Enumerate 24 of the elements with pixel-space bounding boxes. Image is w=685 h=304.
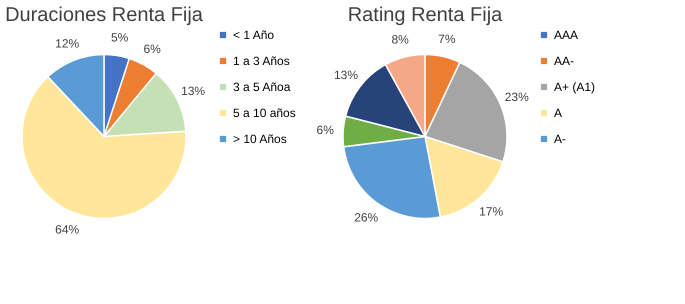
legend-label: AA- <box>554 54 574 68</box>
data-label: 17% <box>479 204 504 219</box>
legend-label: A+ (A1) <box>554 80 596 94</box>
data-label: 13% <box>334 68 358 82</box>
data-label: 13% <box>181 84 206 98</box>
data-label: 12% <box>55 36 80 51</box>
chart-title: Duraciones Renta Fija <box>5 4 204 26</box>
legend-label: > 10 Años <box>233 132 287 146</box>
legend-label: A <box>554 106 562 120</box>
data-label: 8% <box>391 32 410 47</box>
legend-label: < 1 Año <box>233 28 274 42</box>
data-label: 26% <box>354 210 379 224</box>
legend-label: AAA <box>554 28 578 42</box>
data-label: 64% <box>55 222 80 236</box>
data-label: 7% <box>438 32 456 46</box>
legend-label: 5 a 10 años <box>233 106 296 120</box>
legend-label: A- <box>554 132 566 146</box>
data-label: 6% <box>144 42 162 56</box>
data-label: 6% <box>316 123 334 138</box>
data-label: 5% <box>110 30 129 45</box>
data-label: 23% <box>504 90 530 104</box>
legend-label: 1 a 3 Años <box>233 54 290 68</box>
legend-label: 3 a 5 Añoa <box>233 80 291 94</box>
chart-title: Rating Renta Fija <box>348 4 504 26</box>
